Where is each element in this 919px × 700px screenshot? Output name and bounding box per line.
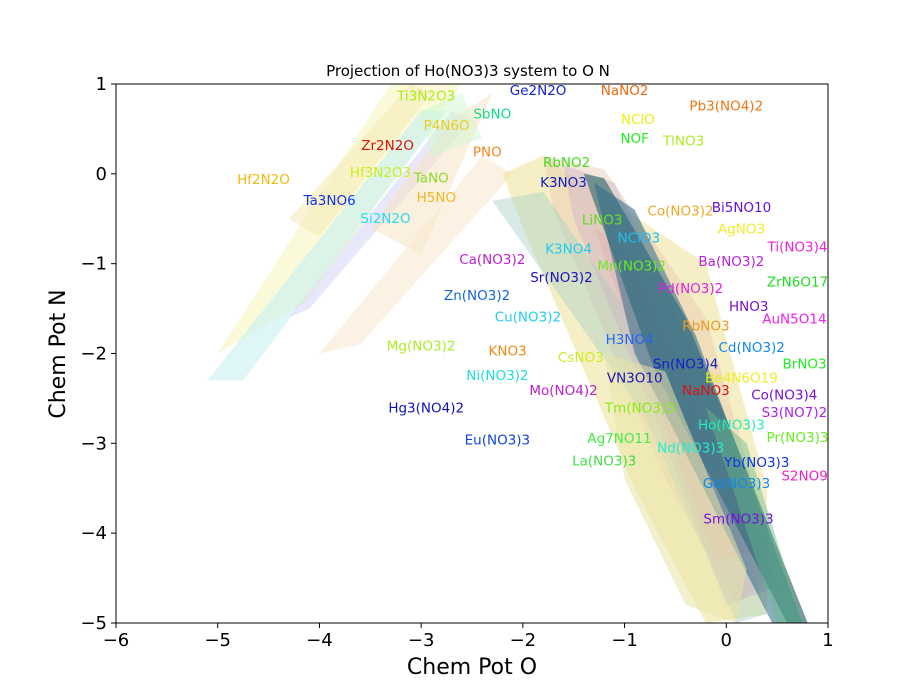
compound-label: Ni(NO3)2 bbox=[466, 368, 528, 384]
compound-label: Zn(NO3)2 bbox=[444, 288, 510, 304]
compound-label: NClO bbox=[621, 112, 655, 128]
compound-label: Cu(NO3)2 bbox=[495, 310, 561, 326]
compound-label: Tm(NO3)3 bbox=[604, 400, 675, 416]
compound-label: Ba(NO3)2 bbox=[698, 254, 764, 270]
compound-label: Zr2N2O bbox=[361, 138, 414, 154]
y-axis: −5 −4 −3 −2 −1 0 1 bbox=[80, 74, 116, 634]
phase-region-6 bbox=[421, 93, 483, 156]
compound-label: Ti(NO3)4 bbox=[766, 240, 827, 256]
compound-label: Ag7NO11 bbox=[587, 431, 651, 447]
phase-region-7 bbox=[319, 155, 513, 354]
compound-label: Mn(NO3)2 bbox=[597, 258, 666, 274]
y-tick-label: −3 bbox=[80, 433, 107, 454]
compound-label: Yb(NO3)3 bbox=[723, 455, 789, 471]
compound-label: S3(NO7)2 bbox=[762, 405, 828, 421]
compound-label: H3NO4 bbox=[606, 332, 654, 348]
compound-label: Hf3N2O3 bbox=[350, 165, 411, 181]
phase-region-16 bbox=[604, 353, 747, 623]
compound-label: NOF bbox=[620, 131, 649, 147]
compound-label: TlNO3 bbox=[662, 134, 704, 150]
compound-label: Be4N6O19 bbox=[705, 371, 778, 387]
compound-label: Sn(NO3)4 bbox=[653, 356, 719, 372]
x-axis: −6 −5 −4 −3 −2 −1 0 1 bbox=[103, 623, 834, 651]
compound-label: VN3O10 bbox=[607, 371, 663, 387]
compound-label: Sr(NO3)2 bbox=[530, 270, 593, 286]
y-tick-label: 0 bbox=[96, 164, 107, 185]
compound-label: AgNO3 bbox=[718, 222, 765, 238]
compound-label: Pr(NO3)3 bbox=[767, 430, 829, 446]
phase-regions bbox=[207, 84, 808, 623]
compound-label: Mg(NO3)2 bbox=[387, 338, 456, 354]
x-tick-label: −4 bbox=[306, 630, 333, 651]
compound-label: Nd(NO3)3 bbox=[657, 441, 724, 457]
compound-label: KNO3 bbox=[489, 344, 527, 360]
x-tick-label: −5 bbox=[204, 630, 231, 651]
compound-label: LiNO3 bbox=[582, 213, 623, 229]
compound-label: Hg3(NO4)2 bbox=[388, 400, 464, 416]
compound-label: PNO bbox=[473, 144, 502, 160]
compound-label: RbNO2 bbox=[543, 155, 590, 171]
compound-label: SbNO bbox=[473, 107, 511, 123]
compound-label: Ho(NO3)3 bbox=[698, 417, 765, 433]
compound-label: AuN5O14 bbox=[762, 311, 826, 327]
compound-label: Bi5NO10 bbox=[712, 200, 772, 216]
x-tick-label: −2 bbox=[510, 630, 537, 651]
compound-label: Co(NO3)4 bbox=[751, 388, 817, 404]
compound-label: K3NO3 bbox=[540, 175, 587, 191]
compound-label: NaNO3 bbox=[682, 383, 730, 399]
compound-label: NClO3 bbox=[618, 231, 661, 247]
compound-label: Pd(NO3)2 bbox=[658, 281, 723, 297]
y-tick-label: −4 bbox=[80, 523, 107, 544]
y-axis-label: Chem Pot N bbox=[46, 289, 71, 418]
compound-label: Ta3NO6 bbox=[303, 193, 356, 209]
compound-label: Co(NO3)2 bbox=[647, 204, 713, 220]
compound-label: Hf2N2O bbox=[237, 172, 290, 188]
compound-label: Sm(NO3)3 bbox=[703, 512, 773, 528]
compound-label: Eu(NO3)3 bbox=[465, 433, 531, 449]
compound-label: Ti3N2O3 bbox=[396, 89, 455, 105]
compound-label: Ca(NO3)2 bbox=[459, 252, 525, 268]
compound-label: ZrN6O17 bbox=[767, 275, 828, 291]
x-tick-label: −6 bbox=[103, 630, 130, 651]
compound-label: HNO3 bbox=[729, 299, 768, 315]
phase-region-15 bbox=[705, 407, 803, 623]
y-tick-label: −2 bbox=[80, 344, 107, 365]
x-tick-label: −3 bbox=[408, 630, 435, 651]
x-tick-label: 0 bbox=[721, 630, 732, 651]
compound-label: Si2N2O bbox=[360, 211, 410, 227]
compound-label: Gd(NO3)3 bbox=[703, 476, 770, 492]
compound-label: NaNO2 bbox=[601, 83, 649, 99]
compound-label: TaNO bbox=[413, 170, 449, 186]
y-tick-label: −5 bbox=[80, 613, 107, 634]
phase-region-2 bbox=[207, 110, 447, 381]
compound-label: Pb3(NO4)2 bbox=[689, 99, 763, 115]
compound-label: BrNO3 bbox=[783, 356, 827, 372]
x-axis-label: Chem Pot O bbox=[407, 655, 537, 680]
x-tick-label: 1 bbox=[822, 630, 833, 651]
compound-label: RbNO3 bbox=[682, 319, 729, 335]
compound-label: CsNO3 bbox=[558, 350, 604, 366]
compound-label: La(NO3)3 bbox=[572, 453, 636, 469]
compound-label: P4N6O bbox=[424, 118, 470, 134]
compound-label: H5NO bbox=[417, 190, 456, 206]
phase-region-14 bbox=[594, 182, 803, 623]
x-tick-label: −1 bbox=[611, 630, 638, 651]
y-tick-label: 1 bbox=[96, 74, 107, 95]
compound-label: Ge2N2O bbox=[510, 83, 567, 99]
phase-region-5 bbox=[288, 84, 432, 237]
compound-label: Mo(NO4)2 bbox=[529, 383, 597, 399]
compound-label: Cd(NO3)2 bbox=[718, 340, 784, 356]
compound-label: K3NO4 bbox=[545, 241, 592, 257]
y-tick-label: −1 bbox=[80, 254, 107, 275]
compound-label: S2NO9 bbox=[781, 469, 827, 485]
chart-title: Projection of Ho(NO3)3 system to O N bbox=[326, 62, 610, 80]
